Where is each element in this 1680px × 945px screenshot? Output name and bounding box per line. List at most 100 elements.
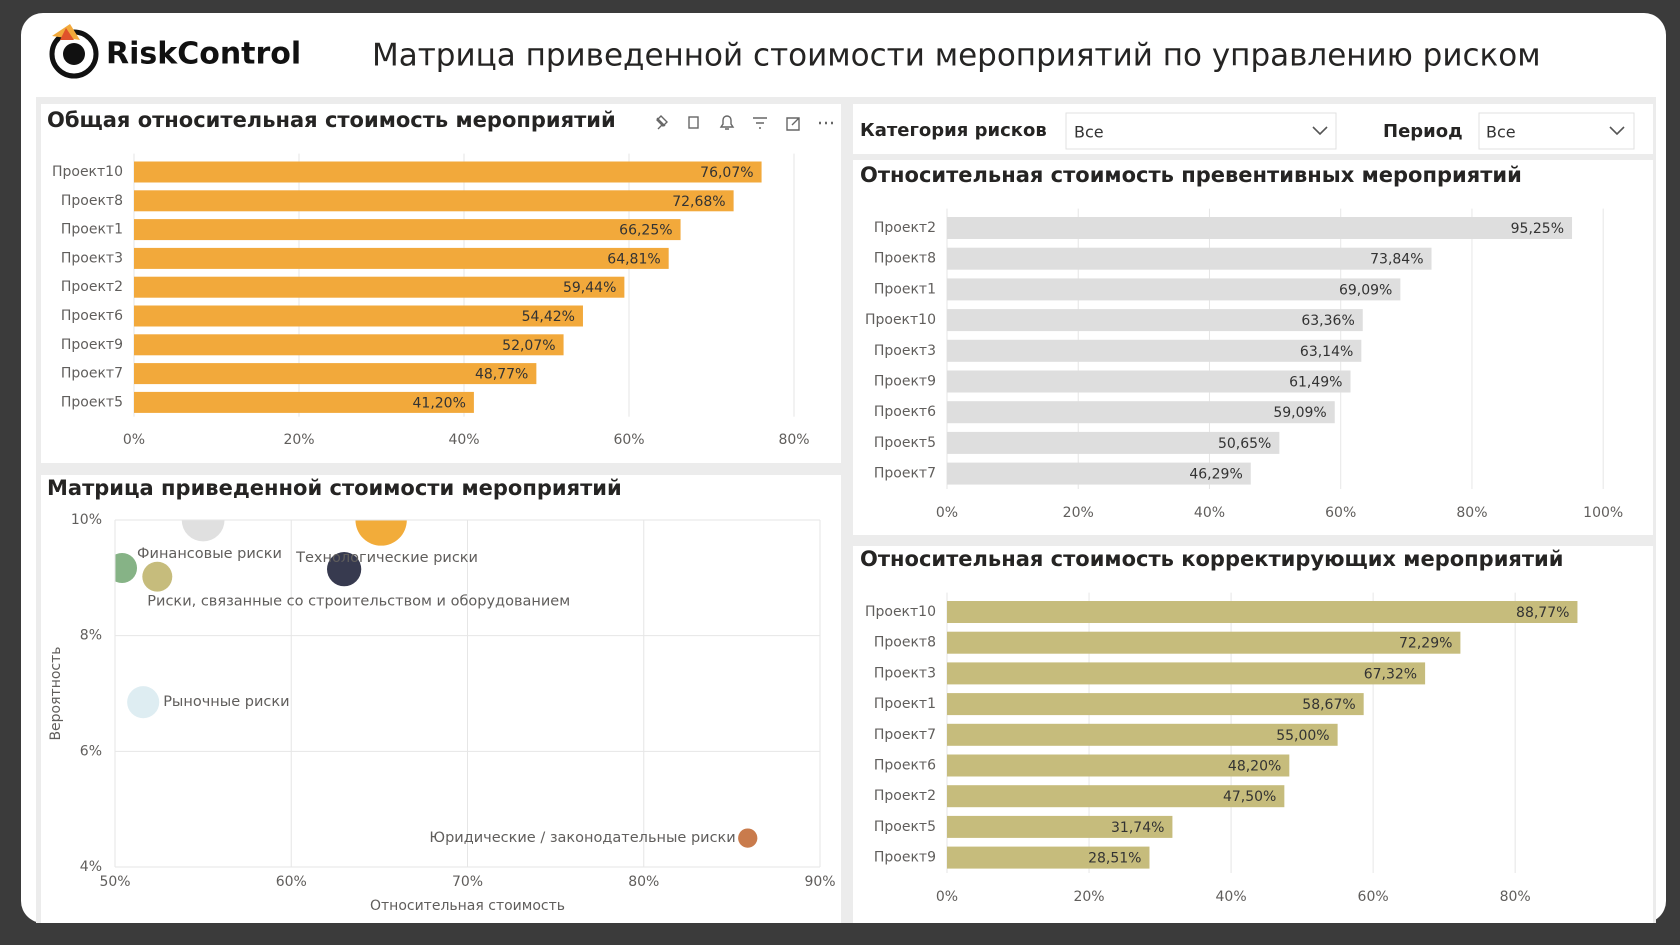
x-tick-label: 60% xyxy=(276,874,307,890)
point-label: Риски, связанные со строительством и обо… xyxy=(147,594,570,610)
bubble xyxy=(181,520,225,542)
bubble xyxy=(327,552,362,587)
data-label: 64,81% xyxy=(607,251,660,267)
y-tick-label: Проект5 xyxy=(61,394,123,410)
data-label: 47,50% xyxy=(1223,789,1276,805)
pin-icon[interactable] xyxy=(656,115,668,130)
bubble xyxy=(142,561,173,592)
bar xyxy=(947,815,1173,838)
x-tick-label: 80% xyxy=(778,432,809,448)
y-tick-label: Проект10 xyxy=(865,604,936,620)
bar xyxy=(134,334,564,356)
dropdown[interactable]: Все xyxy=(1478,112,1635,150)
bar xyxy=(134,161,762,183)
bar xyxy=(134,305,583,327)
logo-eye xyxy=(63,43,85,65)
bar xyxy=(947,693,1364,716)
y-tick-label: 4% xyxy=(80,859,102,875)
dropdown-value[interactable]: Все xyxy=(1486,123,1516,142)
bar xyxy=(947,309,1363,332)
bar xyxy=(134,363,537,385)
x-tick-label: 70% xyxy=(452,874,483,890)
x-tick-label: 80% xyxy=(628,874,659,890)
x-tick-label: 0% xyxy=(936,889,958,905)
y-tick-label: Проект3 xyxy=(874,343,936,359)
point-label: Рыночные риски xyxy=(163,694,289,710)
bubble xyxy=(738,828,758,848)
alert-icon[interactable] xyxy=(719,115,735,130)
x-tick-label: 40% xyxy=(448,432,479,448)
filter-icon[interactable] xyxy=(753,117,767,129)
chart-title: Относительная стоимость корректирующих м… xyxy=(860,547,1564,571)
data-label: 63,36% xyxy=(1301,313,1354,329)
bar xyxy=(947,754,1290,777)
bar xyxy=(947,846,1150,869)
bar xyxy=(947,278,1401,301)
bar xyxy=(134,219,681,241)
data-label: 58,67% xyxy=(1302,697,1355,713)
y-tick-label: Проект7 xyxy=(874,466,936,482)
data-label: 88,77% xyxy=(1516,605,1569,621)
data-label: 28,51% xyxy=(1088,851,1141,867)
bar xyxy=(134,276,625,298)
bar xyxy=(947,785,1285,808)
y-tick-label: 10% xyxy=(71,512,102,528)
chevron xyxy=(1609,126,1625,136)
y-tick-label: Проект9 xyxy=(874,850,936,866)
y-tick-label: Проект5 xyxy=(874,819,936,835)
data-label: 59,09% xyxy=(1273,405,1326,421)
x-tick-label: 80% xyxy=(1456,505,1487,521)
bar xyxy=(947,401,1335,424)
data-label: 72,68% xyxy=(672,194,725,210)
x-tick-label: 20% xyxy=(1073,889,1104,905)
bar xyxy=(947,723,1338,746)
y-tick-label: Проект10 xyxy=(865,312,936,328)
dropdown-box[interactable] xyxy=(1065,112,1337,150)
bar xyxy=(947,370,1351,393)
bar xyxy=(947,601,1578,623)
logo-text: RiskControl xyxy=(106,37,301,72)
y-tick-label: Проект1 xyxy=(61,222,123,238)
y-tick-label: Проект6 xyxy=(874,758,936,774)
bar xyxy=(134,391,474,413)
x-axis-title: Относительная стоимость xyxy=(370,898,565,914)
y-tick-label: Проект8 xyxy=(874,251,936,267)
data-label: 59,44% xyxy=(563,280,616,296)
point-label: Технологические риски xyxy=(295,550,478,566)
y-tick-label: Проект1 xyxy=(874,281,936,297)
bar xyxy=(134,190,734,212)
chart-title: Относительная стоимость превентивных мер… xyxy=(860,163,1522,187)
bar xyxy=(134,247,669,269)
data-label: 66,25% xyxy=(619,223,672,239)
x-tick-label: 20% xyxy=(1063,505,1094,521)
dropdown-box[interactable] xyxy=(1478,112,1635,150)
data-label: 46,29% xyxy=(1189,467,1242,483)
dropdown-value[interactable]: Все xyxy=(1074,123,1104,142)
data-label: 50,65% xyxy=(1218,436,1271,452)
y-tick-label: Проект9 xyxy=(874,374,936,390)
dropdown[interactable]: Все xyxy=(1065,112,1337,150)
y-tick-label: Проект5 xyxy=(874,435,936,451)
y-tick-label: Проект7 xyxy=(874,727,936,743)
y-tick-label: Проект7 xyxy=(61,366,123,382)
y-tick-label: Проект2 xyxy=(874,788,936,804)
x-tick-label: 40% xyxy=(1216,889,1247,905)
y-tick-label: Проект9 xyxy=(61,337,123,353)
y-tick-label: Проект6 xyxy=(874,404,936,420)
focus-icon[interactable] xyxy=(786,117,800,131)
point-label: Юридические / законодательные риски xyxy=(429,830,735,846)
y-tick-label: Проект3 xyxy=(874,665,936,681)
x-tick-label: 80% xyxy=(1500,889,1531,905)
data-label: 41,20% xyxy=(413,395,466,411)
x-tick-label: 90% xyxy=(804,874,835,890)
data-label: 69,09% xyxy=(1339,282,1392,298)
data-label: 55,00% xyxy=(1276,728,1329,744)
x-tick-label: 50% xyxy=(99,874,130,890)
filter-label: Период xyxy=(1383,121,1463,142)
y-tick-label: Проект3 xyxy=(61,250,123,266)
x-tick-label: 60% xyxy=(1325,505,1356,521)
copy-icon[interactable] xyxy=(688,116,699,129)
y-tick-label: Проект2 xyxy=(61,279,123,295)
bubble xyxy=(127,686,160,719)
page-title: Матрица приведенной стоимости мероприяти… xyxy=(372,38,1541,74)
